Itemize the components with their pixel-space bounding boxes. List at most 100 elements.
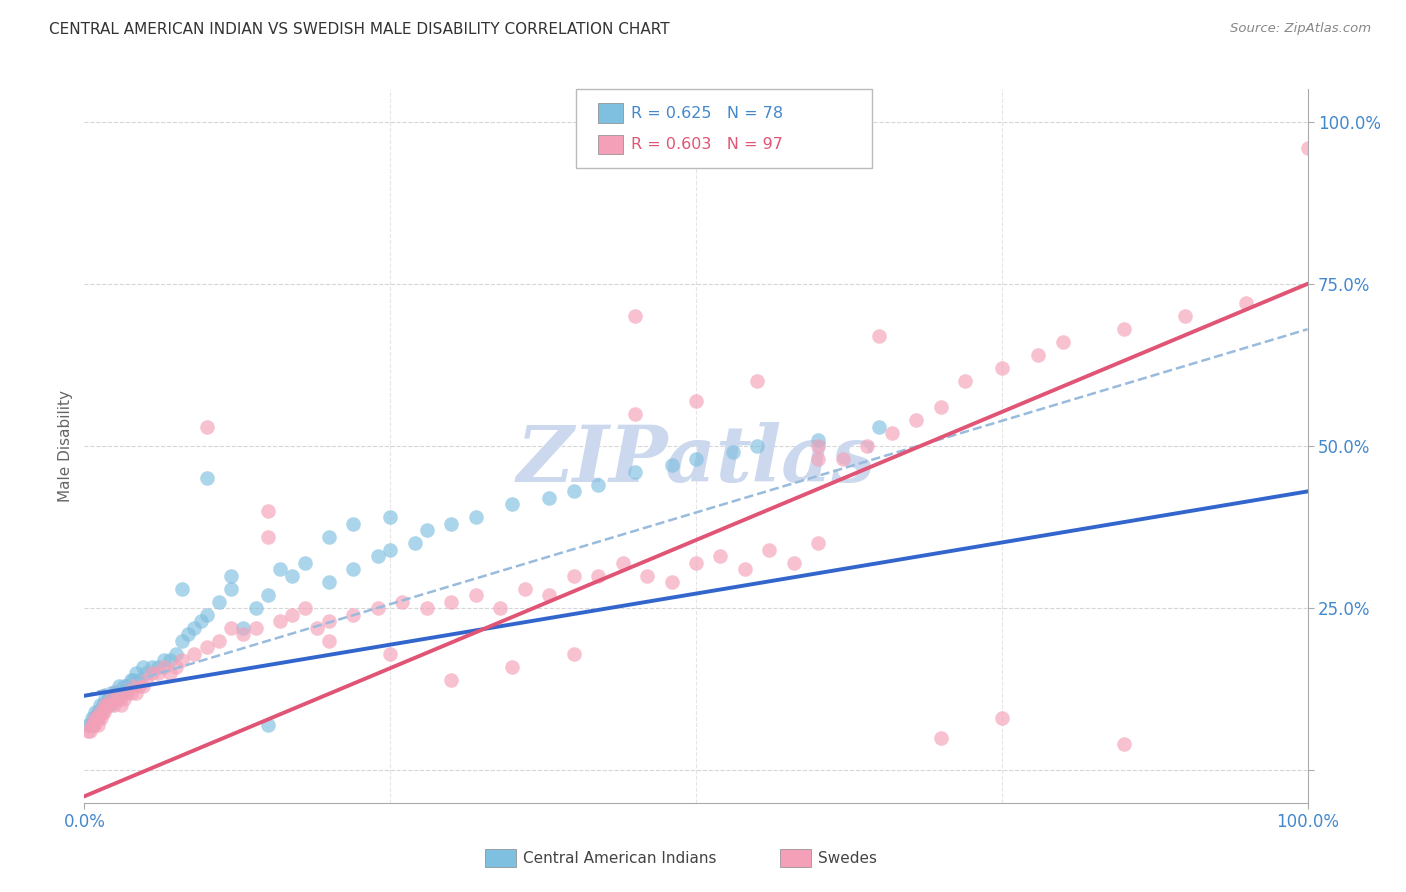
Point xyxy=(132,679,155,693)
Point xyxy=(125,685,148,699)
Point xyxy=(219,621,242,635)
Point xyxy=(685,393,707,408)
Point xyxy=(416,601,439,615)
Point xyxy=(380,510,402,524)
Point xyxy=(183,621,205,635)
Point xyxy=(208,633,231,648)
Point xyxy=(128,679,150,693)
Point xyxy=(87,705,110,719)
Point xyxy=(83,718,105,732)
Point xyxy=(905,413,928,427)
Point xyxy=(87,711,110,725)
Point xyxy=(257,504,280,518)
Point xyxy=(132,659,155,673)
Point xyxy=(89,698,111,713)
Point xyxy=(269,562,291,576)
Point xyxy=(342,516,364,531)
Point xyxy=(82,718,104,732)
Point xyxy=(991,361,1014,376)
Point xyxy=(305,621,328,635)
Point xyxy=(122,673,145,687)
Point xyxy=(159,666,181,681)
Point xyxy=(110,685,132,699)
Point xyxy=(77,724,100,739)
Point xyxy=(513,582,536,596)
Point xyxy=(90,711,112,725)
Point xyxy=(807,452,830,467)
Point xyxy=(77,718,100,732)
Point xyxy=(87,705,110,719)
Point xyxy=(125,666,148,681)
Point xyxy=(489,601,512,615)
Point xyxy=(440,673,463,687)
Point xyxy=(391,595,413,609)
Point xyxy=(146,659,169,673)
Point xyxy=(93,698,115,713)
Point xyxy=(172,633,194,648)
Point xyxy=(159,653,181,667)
Point xyxy=(120,673,142,687)
Point xyxy=(440,595,463,609)
Point xyxy=(91,698,114,713)
Point xyxy=(172,582,194,596)
Point xyxy=(153,653,176,667)
Point xyxy=(105,685,128,699)
Point xyxy=(82,718,104,732)
Point xyxy=(165,647,187,661)
Point xyxy=(807,433,830,447)
Point xyxy=(294,601,316,615)
Point xyxy=(97,692,120,706)
Point xyxy=(120,685,142,699)
Point xyxy=(112,692,135,706)
Point xyxy=(80,718,103,732)
Point xyxy=(586,478,609,492)
Point xyxy=(831,452,853,467)
Point xyxy=(172,653,194,667)
Point xyxy=(195,640,218,654)
Point xyxy=(624,465,647,479)
Point xyxy=(79,718,101,732)
Point xyxy=(562,484,585,499)
Point xyxy=(219,582,242,596)
Point xyxy=(342,607,364,622)
Point xyxy=(114,685,136,699)
Point xyxy=(141,666,163,681)
Point xyxy=(128,673,150,687)
Point xyxy=(115,685,138,699)
Point xyxy=(869,328,891,343)
Point xyxy=(783,556,806,570)
Point xyxy=(1028,348,1050,362)
Point xyxy=(195,471,218,485)
Point xyxy=(661,575,683,590)
Point xyxy=(721,445,744,459)
Point xyxy=(100,685,122,699)
Point xyxy=(709,549,731,564)
Point xyxy=(86,711,108,725)
Point xyxy=(502,659,524,673)
Point xyxy=(318,633,340,648)
Point xyxy=(1114,322,1136,336)
Point xyxy=(464,510,486,524)
Point xyxy=(367,601,389,615)
Point xyxy=(91,705,114,719)
Point xyxy=(195,607,218,622)
Point xyxy=(624,310,647,324)
Point xyxy=(219,568,242,582)
Point xyxy=(232,627,254,641)
Point xyxy=(562,568,585,582)
Point xyxy=(190,614,212,628)
Point xyxy=(1114,738,1136,752)
Point xyxy=(380,647,402,661)
Point xyxy=(807,439,830,453)
Text: R = 0.625   N = 78: R = 0.625 N = 78 xyxy=(631,106,783,120)
Point xyxy=(929,400,952,414)
Point xyxy=(115,679,138,693)
Point xyxy=(538,491,561,505)
Point xyxy=(464,588,486,602)
Point xyxy=(342,562,364,576)
Point xyxy=(294,556,316,570)
Point xyxy=(281,568,304,582)
Point xyxy=(685,452,707,467)
Text: Swedes: Swedes xyxy=(818,851,877,865)
Point xyxy=(83,711,105,725)
